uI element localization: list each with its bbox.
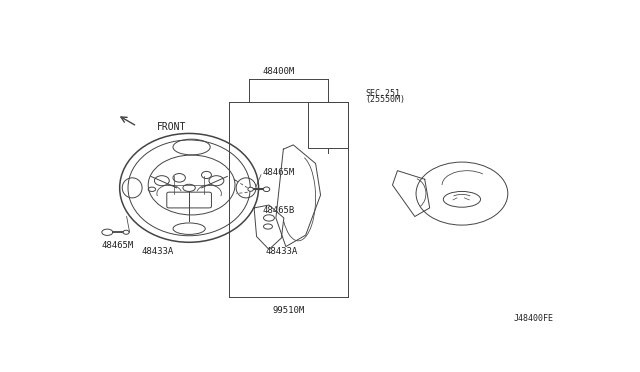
- Ellipse shape: [263, 187, 269, 192]
- Ellipse shape: [123, 230, 129, 234]
- Text: 48400M: 48400M: [262, 67, 294, 76]
- Text: 48465M: 48465M: [262, 168, 295, 177]
- Text: 48465M: 48465M: [101, 241, 134, 250]
- Text: (25550M): (25550M): [365, 95, 405, 104]
- Text: 48433A: 48433A: [142, 247, 174, 256]
- Text: 99510M: 99510M: [272, 306, 305, 315]
- Ellipse shape: [248, 187, 253, 191]
- Text: 48433A: 48433A: [265, 247, 297, 256]
- Text: 48465B: 48465B: [262, 206, 295, 215]
- Bar: [308, 102, 348, 148]
- Text: J48400FE: J48400FE: [514, 314, 554, 323]
- Text: FRONT: FRONT: [157, 122, 186, 132]
- Ellipse shape: [102, 229, 113, 235]
- Text: SEC.251: SEC.251: [365, 89, 400, 98]
